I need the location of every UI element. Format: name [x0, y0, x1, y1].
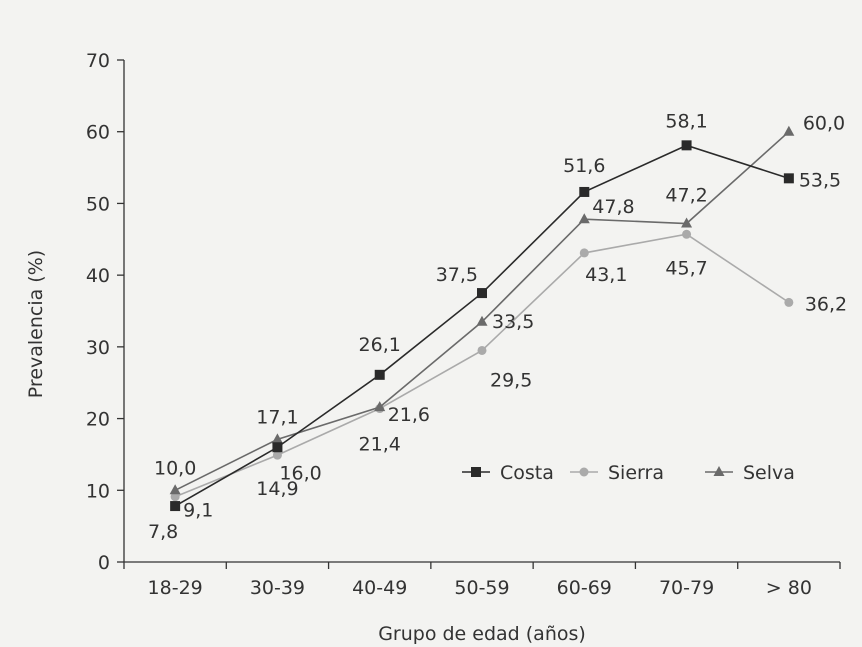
data-point-selva — [578, 213, 590, 224]
legend-label-costa: Costa — [500, 462, 554, 484]
data-point-sierra — [784, 297, 794, 307]
x-tick-label: 40-49 — [352, 577, 407, 599]
x-tick-label: 30-39 — [250, 577, 305, 599]
x-axis-title: Grupo de edad (años) — [378, 623, 586, 645]
y-tick-label: 20 — [86, 409, 110, 431]
data-label-selva: 60,0 — [803, 113, 845, 135]
data-point-selva — [271, 433, 283, 444]
legend-label-sierra: Sierra — [608, 462, 664, 484]
y-tick-label: 0 — [98, 552, 110, 574]
x-tick-label: 60-69 — [557, 577, 612, 599]
y-tick-label: 10 — [86, 480, 110, 502]
data-label-selva: 47,2 — [665, 185, 707, 207]
data-point-selva — [374, 401, 386, 412]
data-label-costa: 53,5 — [799, 169, 841, 191]
series-lines — [169, 125, 795, 512]
data-point-costa — [272, 442, 283, 453]
data-point-costa — [681, 140, 692, 151]
data-point-sierra — [579, 248, 589, 258]
data-point-sierra — [272, 450, 282, 460]
x-tick-label: 18-29 — [148, 577, 203, 599]
legend-marker-sierra — [579, 467, 589, 477]
y-tick-label: 60 — [86, 122, 110, 144]
data-label-selva: 21,6 — [388, 404, 430, 426]
data-label-costa: 7,8 — [148, 521, 178, 543]
data-label-sierra: 9,1 — [183, 500, 213, 522]
data-label-sierra: 43,1 — [585, 264, 627, 286]
data-point-selva — [783, 125, 795, 136]
data-label-sierra: 29,5 — [490, 369, 532, 391]
legend-marker-selva — [713, 466, 725, 476]
data-label-costa: 26,1 — [359, 334, 401, 356]
legend-label-selva: Selva — [743, 462, 795, 484]
x-tick-label: > 80 — [766, 577, 812, 599]
data-point-costa — [374, 369, 385, 380]
data-label-sierra: 21,4 — [359, 434, 401, 456]
data-label-costa: 16,0 — [279, 462, 321, 484]
data-label-costa: 37,5 — [436, 264, 478, 286]
y-tick-label: 70 — [86, 50, 110, 72]
data-label-costa: 51,6 — [563, 155, 605, 177]
data-label-sierra: 14,9 — [256, 478, 298, 500]
data-point-costa — [783, 173, 794, 184]
data-label-costa: 58,1 — [665, 110, 707, 132]
y-tick-label: 50 — [86, 193, 110, 215]
data-label-sierra: 36,2 — [805, 293, 847, 315]
data-point-sierra — [170, 492, 180, 502]
data-point-selva — [681, 217, 693, 228]
data-point-sierra — [477, 345, 487, 355]
y-tick-label: 40 — [86, 265, 110, 287]
data-labels: 7,8 16,0 26,1 37,5 51,6 58,1 53,5 9,1 14,9 21,4 29… — [148, 110, 847, 543]
legend: Costa Sierra Selva — [462, 462, 795, 484]
data-label-sierra: 45,7 — [665, 257, 707, 279]
data-label-selva: 10,0 — [154, 457, 196, 479]
data-point-sierra — [682, 229, 692, 239]
data-point-selva — [169, 484, 181, 495]
data-label-selva: 47,8 — [592, 196, 634, 218]
y-tick-label: 30 — [86, 337, 110, 359]
axes: 0 10 20 30 40 50 60 70 18-29 30-39 40-49 50-59 60-69… — [86, 50, 841, 599]
data-label-selva: 17,1 — [256, 406, 298, 428]
y-axis-title: Prevalencia (%) — [25, 250, 47, 398]
data-point-costa — [579, 186, 590, 197]
x-tick-label: 50-59 — [454, 577, 509, 599]
data-point-selva — [476, 315, 488, 326]
legend-marker-costa — [471, 467, 481, 477]
data-point-costa — [170, 501, 181, 512]
data-label-selva: 33,5 — [492, 311, 534, 333]
x-tick-label: 70-79 — [659, 577, 714, 599]
data-point-costa — [477, 288, 487, 299]
